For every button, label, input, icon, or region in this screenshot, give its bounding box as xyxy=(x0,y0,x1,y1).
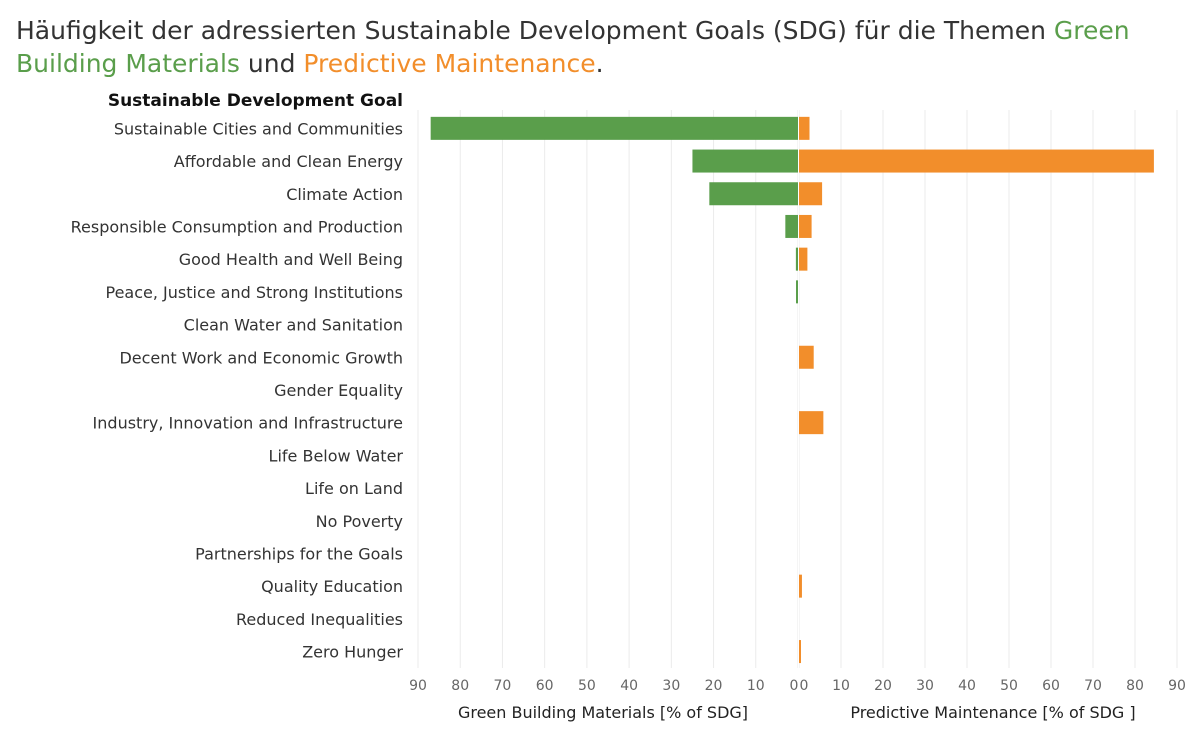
bar-orange xyxy=(799,149,1154,173)
tick-left: 50 xyxy=(578,678,596,694)
category-label: No Poverty xyxy=(316,512,403,531)
bar-orange xyxy=(799,640,801,664)
tick-left: 10 xyxy=(747,678,765,694)
bar-green xyxy=(796,280,798,304)
tick-right: 60 xyxy=(1042,678,1060,694)
bar-orange xyxy=(799,247,808,271)
right-axis-label: Predictive Maintenance [% of SDG ] xyxy=(850,703,1135,722)
bar-orange xyxy=(799,116,810,140)
bar-orange xyxy=(799,182,823,206)
bar-orange xyxy=(799,411,824,435)
tick-right: 90 xyxy=(1168,678,1186,694)
title-orange-topic: Predictive Maintenance xyxy=(303,49,596,78)
left-axis-label: Green Building Materials [% of SDG] xyxy=(458,703,748,722)
tick-left: 80 xyxy=(451,678,469,694)
title-middle: und xyxy=(239,49,304,78)
bar-orange xyxy=(799,574,802,598)
category-label: Good Health and Well Being xyxy=(179,250,403,269)
category-label: Clean Water and Sanitation xyxy=(184,316,403,335)
tick-left: 70 xyxy=(494,678,512,694)
title-suffix: . xyxy=(595,49,604,78)
category-label: Reduced Inequalities xyxy=(236,610,403,629)
category-label: Life Below Water xyxy=(269,446,404,465)
category-label: Partnerships for the Goals xyxy=(195,544,403,563)
category-label: Life on Land xyxy=(305,479,403,498)
bar-green xyxy=(785,214,798,238)
tick-right: 80 xyxy=(1126,678,1144,694)
tick-left: 0 xyxy=(790,678,799,694)
bar-green xyxy=(795,247,798,271)
bar-orange xyxy=(799,345,814,369)
category-label: Peace, Justice and Strong Institutions xyxy=(105,283,403,302)
category-label: Gender Equality xyxy=(274,381,403,400)
category-label: Sustainable Cities and Communities xyxy=(114,119,403,138)
category-label: Decent Work and Economic Growth xyxy=(119,348,403,367)
tick-right: 40 xyxy=(958,678,976,694)
tick-right: 70 xyxy=(1084,678,1102,694)
row-header: Sustainable Development Goal xyxy=(108,91,403,111)
tick-left: 40 xyxy=(620,678,638,694)
category-label: Zero Hunger xyxy=(302,643,403,662)
tick-right: 10 xyxy=(832,678,850,694)
bar-orange xyxy=(799,214,812,238)
category-label: Responsible Consumption and Production xyxy=(71,217,403,236)
tick-right: 0 xyxy=(800,678,809,694)
category-label: Quality Education xyxy=(261,577,403,596)
chart-title: Häufigkeit der adressierten Sustainable … xyxy=(16,14,1186,80)
tick-left: 90 xyxy=(409,678,427,694)
tick-left: 30 xyxy=(662,678,680,694)
category-label: Industry, Innovation and Infrastructure xyxy=(93,414,403,433)
tick-right: 20 xyxy=(874,678,892,694)
tick-right: 30 xyxy=(916,678,934,694)
tick-left: 20 xyxy=(705,678,723,694)
bar-green xyxy=(430,116,798,140)
bar-green xyxy=(692,149,798,173)
bar-green xyxy=(709,182,798,206)
category-label: Climate Action xyxy=(286,185,403,204)
title-prefix: Häufigkeit der adressierten Sustainable … xyxy=(16,16,1054,45)
tick-left: 60 xyxy=(536,678,554,694)
tick-right: 50 xyxy=(1000,678,1018,694)
title-green-topic: Green Building Materials xyxy=(16,16,1130,78)
category-label: Affordable and Clean Energy xyxy=(174,152,403,171)
